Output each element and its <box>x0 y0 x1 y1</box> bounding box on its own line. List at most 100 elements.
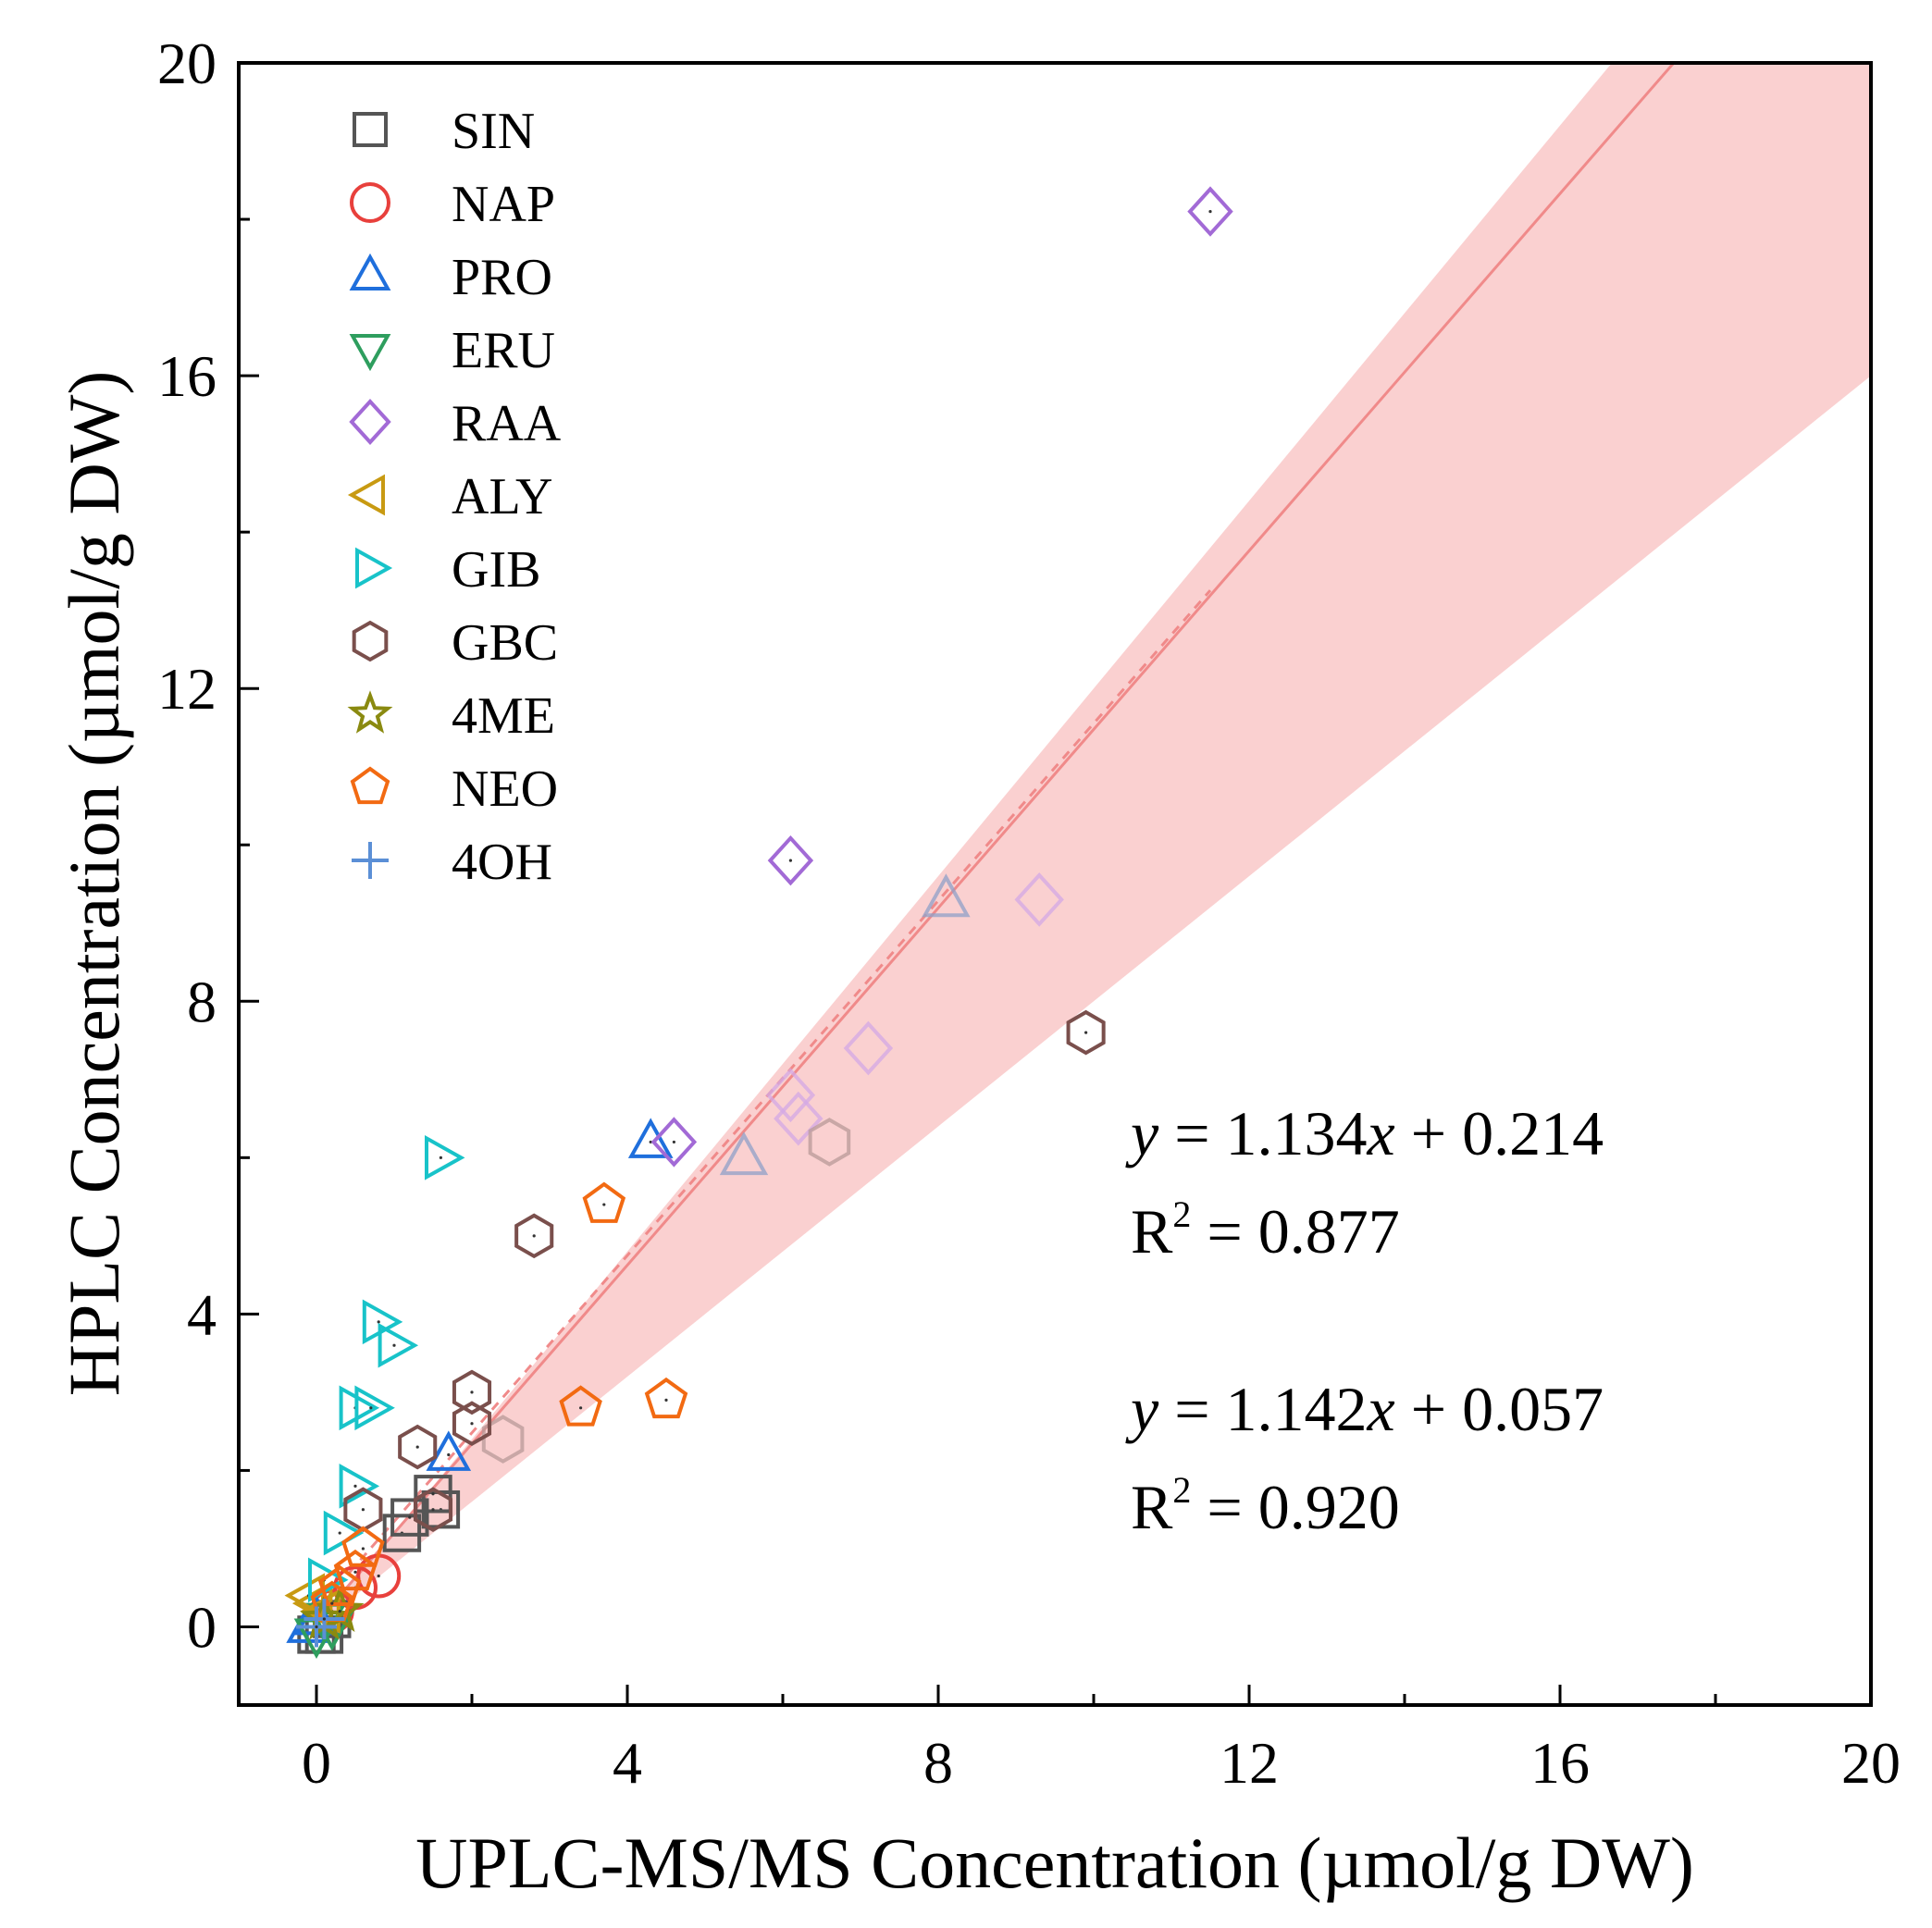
point-center-dot <box>338 1531 341 1535</box>
confidence-band-area <box>316 63 1871 1627</box>
point-center-dot <box>330 1601 334 1605</box>
x-axis-ticks: 0 4 8 12 16 20 <box>302 1685 1901 1796</box>
y-tick-label: 16 <box>157 343 217 409</box>
legend-label-4oh: 4OH <box>452 834 552 891</box>
point-center-dot <box>1208 209 1212 214</box>
fit-annotation-2: y = 1.142x + 0.057 R2 = 0.920 <box>1125 1374 1604 1542</box>
faded-triangle-up-point <box>922 873 971 918</box>
legend-marker-pro <box>349 253 391 290</box>
point-center-dot <box>322 1617 326 1621</box>
point-center-dot <box>470 1422 474 1426</box>
x-tick-label: 16 <box>1530 1730 1590 1796</box>
point-center-dot <box>369 1406 373 1410</box>
point-sin <box>390 1498 429 1537</box>
point-neo <box>317 1564 362 1607</box>
point-center-dot <box>1084 1031 1088 1034</box>
x-tick-label: 0 <box>302 1730 331 1796</box>
point-gbc <box>452 1369 492 1415</box>
point-center-dot <box>649 1140 652 1144</box>
point-center-dot <box>361 1547 365 1551</box>
point-neo <box>582 1181 626 1223</box>
legend-marker-neo <box>350 766 390 805</box>
legend-marker-eru <box>349 334 391 372</box>
point-center-dot <box>408 1515 412 1519</box>
faded-hexagon-point <box>481 1415 525 1464</box>
x-tick-label: 8 <box>923 1730 953 1796</box>
point-center-dot <box>602 1203 606 1206</box>
point-gbc <box>452 1401 492 1447</box>
point-center-dot <box>431 1508 435 1512</box>
point-gbc <box>398 1424 438 1470</box>
x-tick-label: 12 <box>1220 1730 1279 1796</box>
fit-2-r2: R2 = 0.920 <box>1131 1469 1400 1542</box>
y-axis-ticks: 0 4 8 12 16 20 <box>157 31 259 1660</box>
faded-diamond-point <box>765 1068 816 1123</box>
legend: SIN NAP PRO ERU RAA ALY GIB GBC 4ME NEO 4OH <box>347 103 562 891</box>
point-center-dot <box>338 1609 341 1613</box>
point-raa <box>1187 186 1233 237</box>
point-gib <box>354 1385 395 1431</box>
point-neo <box>559 1385 602 1427</box>
point-gib <box>308 1557 349 1603</box>
point-center-dot <box>672 1140 676 1144</box>
legend-label-gib: GIB <box>452 541 540 599</box>
fit-line-2 <box>315 63 1676 1624</box>
point-center-dot <box>353 1570 357 1574</box>
legend-label-neo: NEO <box>452 760 558 818</box>
y-tick-label: 12 <box>157 656 217 722</box>
legend-label-sin: SIN <box>452 103 535 160</box>
legend-marker-raa <box>349 399 391 445</box>
point-center-dot <box>532 1234 536 1238</box>
legend-marker-gbc <box>352 620 389 662</box>
point-center-dot <box>439 1156 442 1159</box>
point-neo <box>644 1377 688 1419</box>
point-gbc <box>514 1213 554 1259</box>
fit-1-r2: R2 = 0.877 <box>1131 1193 1400 1267</box>
point-center-dot <box>392 1343 396 1347</box>
fit-2-equation: y = 1.142x + 0.057 <box>1125 1374 1604 1444</box>
point-center-dot <box>664 1398 668 1402</box>
plot-frame <box>237 61 1873 1707</box>
faded-hexagon-point <box>808 1118 851 1167</box>
legend-label-aly: ALY <box>452 468 552 525</box>
legend-marker-4me <box>347 690 393 734</box>
point-gbc <box>413 1487 453 1532</box>
y-tick-label: 8 <box>187 969 217 1034</box>
faded-diamond-point <box>1014 872 1064 927</box>
x-tick-label: 20 <box>1841 1730 1901 1796</box>
faded-points <box>481 872 1064 1464</box>
legend-marker-4oh <box>352 842 389 879</box>
point-gbc <box>1066 1009 1106 1056</box>
fit-annotation-1: y = 1.134x + 0.214 R2 = 0.877 <box>1125 1098 1604 1267</box>
x-axis-label: UPLC-MS/MS Concentration (µmol/g DW) <box>415 1823 1694 1903</box>
point-center-dot <box>377 1320 380 1324</box>
fit-lines <box>315 63 1676 1624</box>
y-tick-label: 20 <box>157 31 217 96</box>
point-aly <box>284 1573 325 1618</box>
point-center-dot <box>470 1390 474 1394</box>
point-center-dot <box>431 1492 435 1496</box>
point-center-dot <box>579 1406 583 1410</box>
data-points <box>284 186 1233 1660</box>
point-center-dot <box>447 1452 451 1457</box>
point-center-dot <box>361 1508 365 1512</box>
y-tick-label: 0 <box>187 1594 217 1660</box>
legend-label-eru: ERU <box>452 322 555 379</box>
x-tick-label: 4 <box>613 1730 642 1796</box>
point-pro <box>627 1118 674 1158</box>
point-center-dot <box>788 859 793 862</box>
legend-label-gbc: GBC <box>452 614 558 672</box>
legend-marker-aly <box>347 474 385 516</box>
confidence-band <box>316 63 1871 1627</box>
point-neo <box>333 1549 378 1591</box>
y-tick-label: 4 <box>187 1281 217 1347</box>
legend-marker-sin <box>353 112 388 147</box>
point-raa <box>650 1117 698 1168</box>
legend-label-pro: PRO <box>452 249 552 306</box>
legend-label-4me: 4ME <box>452 687 555 745</box>
fit-1-equation: y = 1.134x + 0.214 <box>1125 1098 1604 1168</box>
y-axis-label: HPLC Concentration (µmol/g DW) <box>54 371 134 1397</box>
legend-label-nap: NAP <box>452 176 555 233</box>
legend-marker-nap <box>350 182 390 223</box>
